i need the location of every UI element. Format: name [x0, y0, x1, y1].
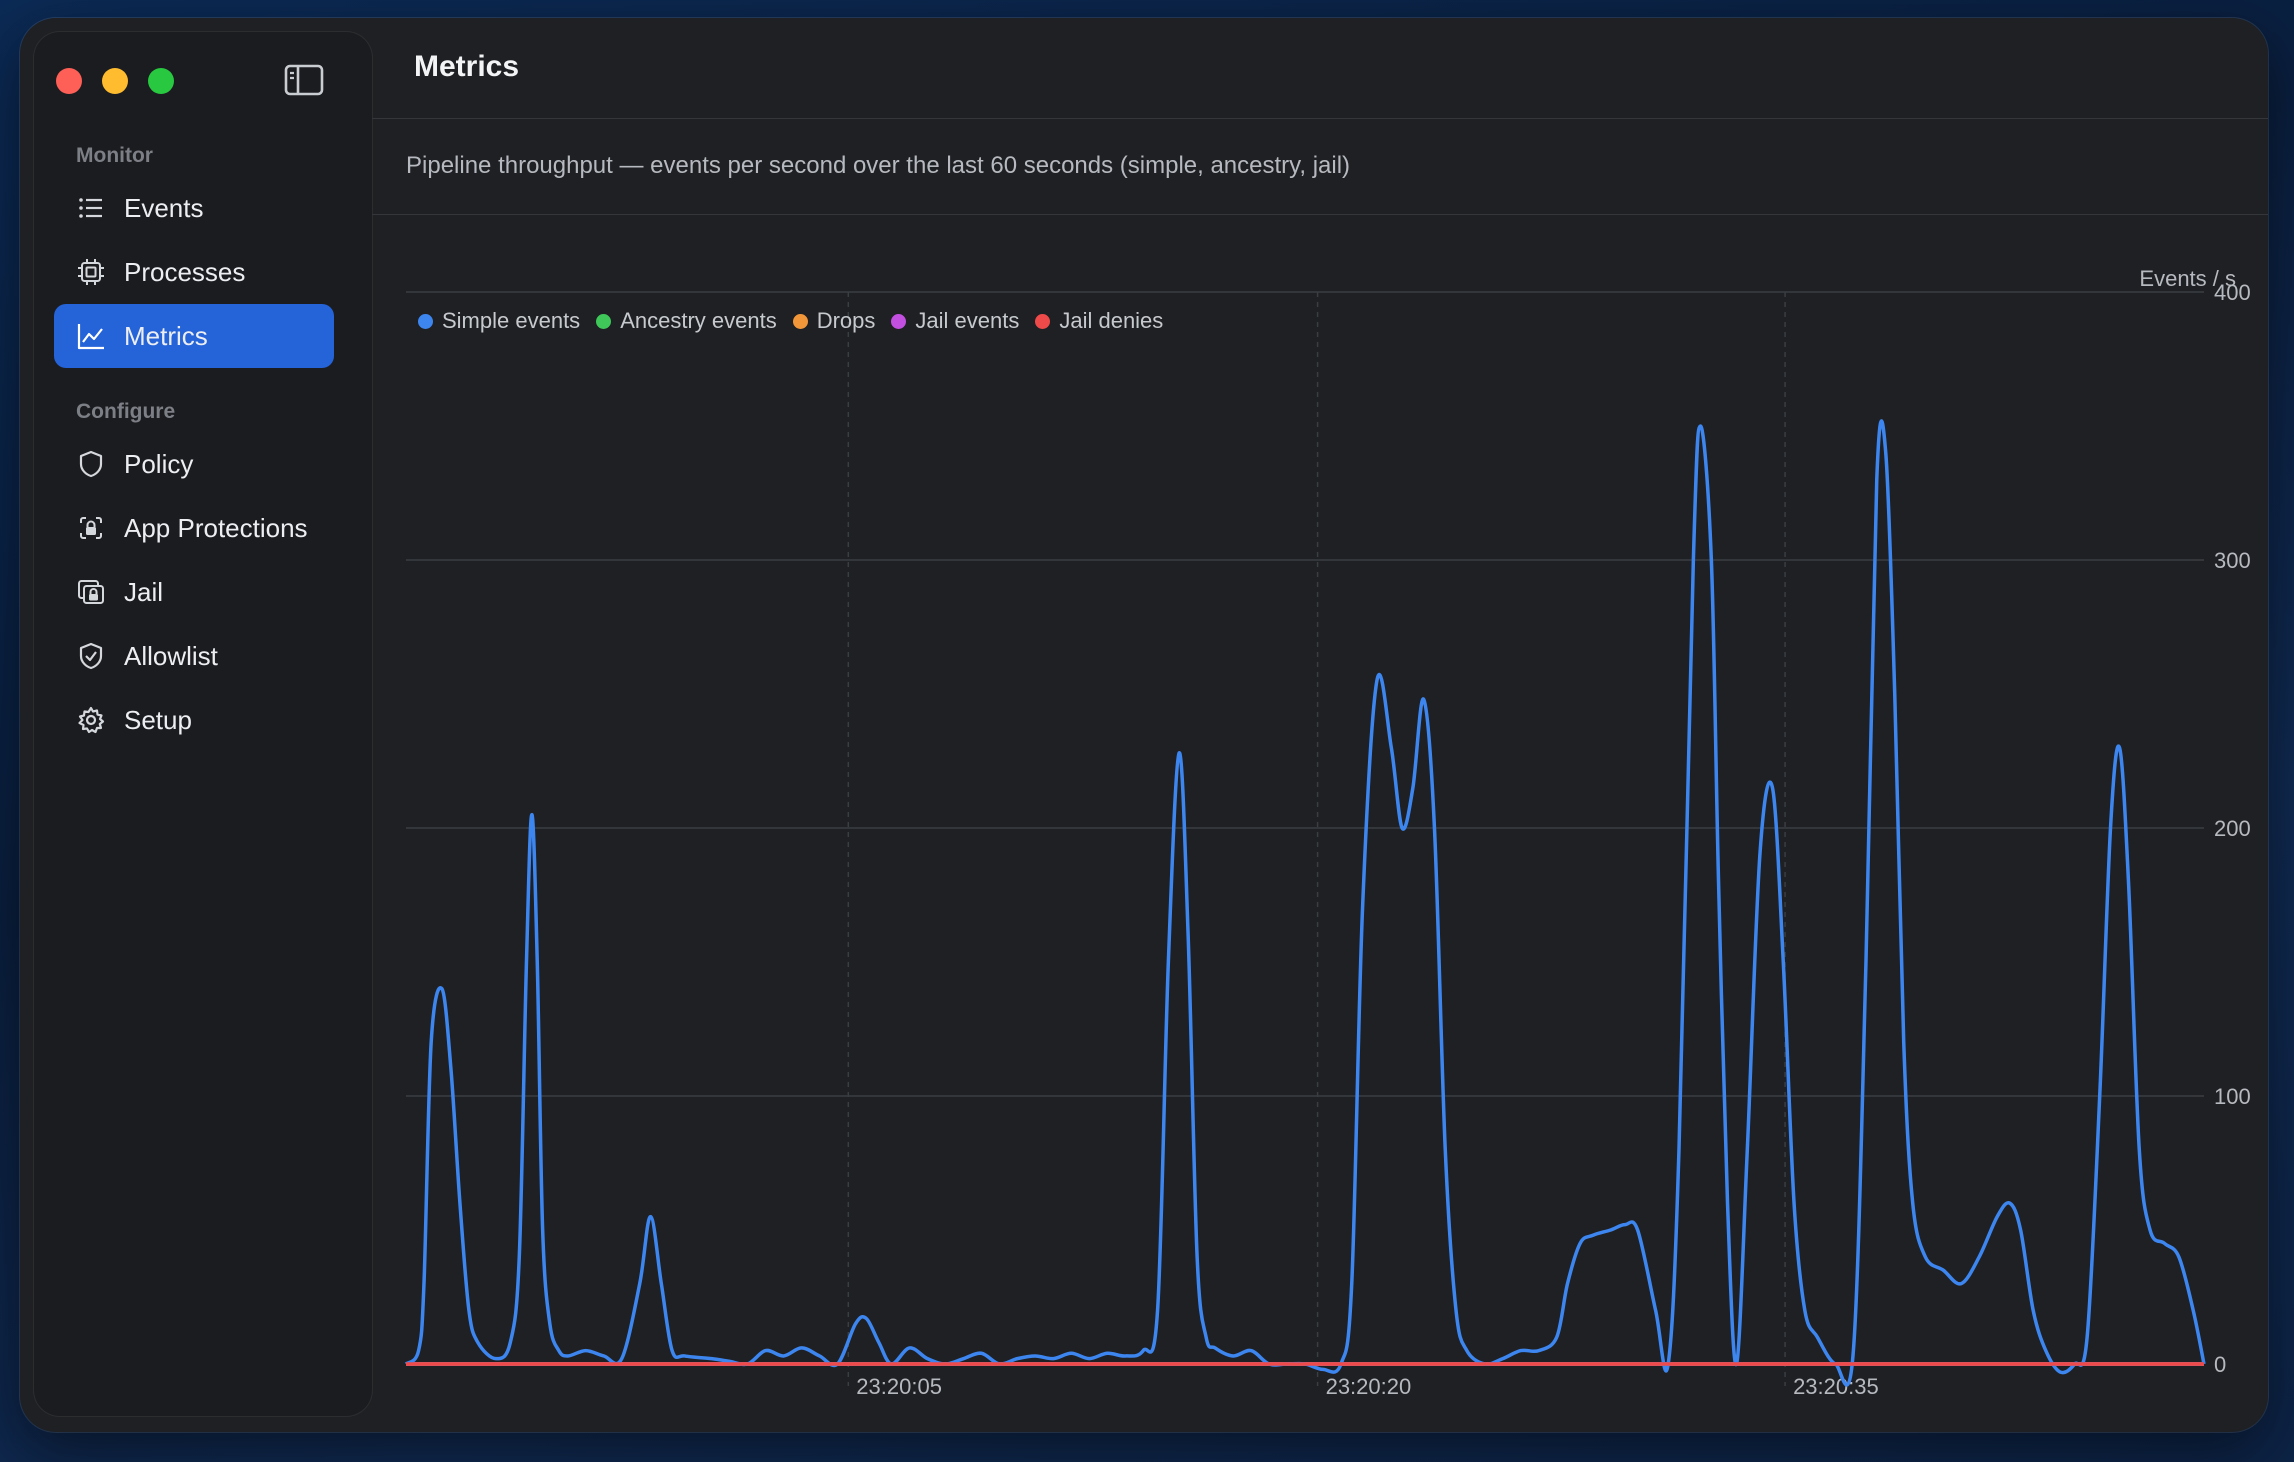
- legend-label: Jail denies: [1059, 308, 1164, 333]
- page-title: Metrics: [414, 50, 520, 83]
- legend-item: Jail events: [891, 308, 1019, 334]
- gear-icon: [74, 703, 108, 737]
- sidebar-toggle-icon[interactable]: [284, 64, 324, 96]
- legend-dot: [891, 313, 907, 329]
- throughput-chart: 0 100 200 300 400 23:20:05 23:20:20 23:20:35 Ev…: [372, 18, 2268, 1432]
- legend-item: Jail denies: [1035, 308, 1163, 334]
- sidebar-item-processes[interactable]: Processes: [54, 240, 334, 304]
- sidebar-item-label: Metrics: [124, 320, 208, 351]
- legend-item: Ancestry events: [596, 308, 777, 334]
- y-tick-label: 100: [2214, 1084, 2251, 1109]
- legend-dot: [596, 313, 612, 329]
- series-line-simple-events: [404, 419, 2206, 1387]
- y-tick-label: 0: [2214, 1352, 2226, 1377]
- y-tick-label: 400: [2214, 280, 2251, 305]
- y-axis-title: Events / s: [2139, 266, 2236, 291]
- chart-line-icon: [74, 319, 108, 353]
- shield-icon: [74, 447, 108, 481]
- x-tick-label: 23:20:20: [1326, 1374, 1412, 1399]
- legend-item: Simple events: [418, 308, 580, 334]
- legend-label: Drops: [816, 308, 876, 333]
- sidebar-item-app-protections[interactable]: App Protections: [54, 496, 334, 560]
- section-label-monitor: Monitor: [76, 144, 153, 167]
- legend-label: Ancestry events: [620, 308, 777, 333]
- minimize-window-button[interactable]: [102, 68, 128, 94]
- sidebar-item-jail[interactable]: Jail: [54, 560, 334, 624]
- x-tick-label: 23:20:05: [856, 1374, 942, 1399]
- chart-legend: Simple events Ancestry events Drops Jail ev…: [418, 308, 1163, 334]
- list-icon: [74, 191, 108, 225]
- sidebar-item-policy[interactable]: Policy: [54, 432, 334, 496]
- sidebar: Monitor Events Processes Metrics Configu…: [34, 32, 372, 1416]
- legend-item: Drops: [792, 308, 876, 334]
- legend-dot: [1035, 313, 1051, 329]
- sidebar-item-label: Processes: [124, 256, 246, 287]
- sidebar-item-metrics[interactable]: Metrics: [54, 304, 334, 368]
- app-lock-icon: [74, 511, 108, 545]
- sidebar-item-allowlist[interactable]: Allowlist: [54, 624, 334, 688]
- sidebar-item-label: Allowlist: [124, 640, 218, 671]
- subtitle-divider: [372, 214, 2268, 215]
- sidebar-item-label: Setup: [124, 704, 192, 735]
- app-window: Monitor Events Processes Metrics Configu…: [20, 18, 2268, 1432]
- y-tick-label: 200: [2214, 816, 2251, 841]
- legend-dot: [418, 313, 433, 329]
- maximize-window-button[interactable]: [148, 68, 174, 94]
- y-tick-label: 300: [2214, 548, 2251, 573]
- cpu-icon: [74, 255, 108, 289]
- shield-check-icon: [74, 639, 108, 673]
- header-divider: [372, 118, 2268, 119]
- x-tick-label: 23:20:35: [1793, 1374, 1879, 1399]
- sidebar-item-label: Events: [124, 192, 204, 223]
- section-label-configure: Configure: [76, 400, 176, 423]
- close-window-button[interactable]: [56, 68, 82, 94]
- chart-canvas: 0 100 200 300 400 23:20:05 23:20:20 23:20:35: [404, 280, 2251, 1399]
- legend-dot: [792, 313, 808, 329]
- legend-label: Jail events: [915, 308, 1020, 333]
- chart-description: Pipeline throughput — events per second …: [406, 152, 1351, 179]
- jail-icon: [74, 575, 108, 609]
- sidebar-item-label: Jail: [124, 576, 164, 607]
- sidebar-item-events[interactable]: Events: [54, 176, 334, 240]
- sidebar-item-label: Policy: [124, 448, 194, 479]
- sidebar-item-label: App Protections: [124, 512, 308, 543]
- sidebar-item-setup[interactable]: Setup: [54, 688, 334, 752]
- legend-label: Simple events: [442, 308, 581, 333]
- main-content: Metrics Pipeline throughput — events per…: [372, 18, 2268, 1432]
